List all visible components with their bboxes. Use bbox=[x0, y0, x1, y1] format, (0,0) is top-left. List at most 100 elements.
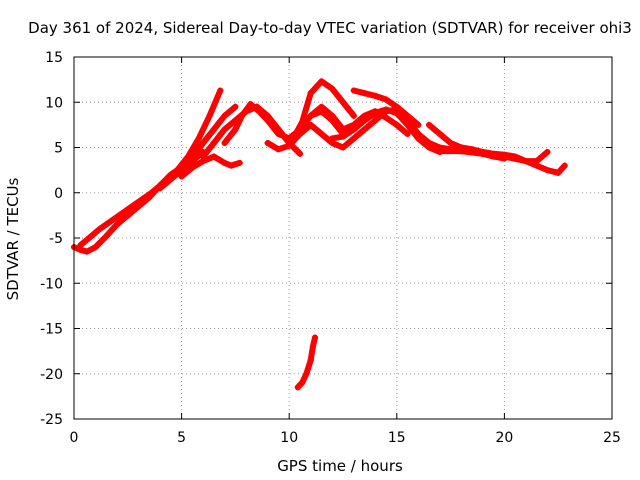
data-point bbox=[544, 167, 551, 174]
data-point bbox=[275, 146, 282, 153]
x-tick-label: 15 bbox=[388, 430, 406, 446]
data-point bbox=[200, 153, 207, 160]
data-point bbox=[340, 133, 346, 140]
data-point bbox=[232, 126, 239, 133]
data-point bbox=[86, 235, 93, 241]
data-point bbox=[561, 162, 568, 169]
data-point bbox=[77, 242, 84, 249]
data-point bbox=[426, 121, 433, 128]
data-series bbox=[71, 78, 568, 391]
data-point bbox=[275, 130, 282, 137]
data-point bbox=[307, 112, 314, 119]
y-tick-label: 0 bbox=[54, 186, 63, 202]
data-point bbox=[109, 216, 116, 223]
data-point bbox=[350, 135, 357, 142]
data-point bbox=[299, 379, 306, 386]
data-point bbox=[221, 139, 228, 146]
axis-ticks bbox=[73, 56, 613, 420]
data-point bbox=[236, 159, 243, 166]
data-point bbox=[458, 148, 465, 155]
data-point bbox=[372, 110, 379, 117]
data-point bbox=[312, 334, 319, 341]
data-point bbox=[415, 121, 422, 128]
data-point bbox=[309, 343, 316, 350]
y-axis-label: SDTVAR / TECUs bbox=[4, 177, 22, 300]
data-point bbox=[247, 101, 254, 108]
data-point bbox=[501, 153, 508, 160]
data-point bbox=[329, 85, 336, 92]
x-tick-label: 5 bbox=[177, 430, 186, 446]
data-point bbox=[479, 150, 486, 157]
data-point bbox=[340, 144, 346, 151]
data-point bbox=[92, 244, 99, 251]
data-point bbox=[83, 248, 90, 255]
data-point bbox=[544, 149, 551, 156]
data-point bbox=[393, 106, 400, 113]
data-point bbox=[238, 112, 245, 119]
y-tick-label: -5 bbox=[49, 231, 63, 247]
data-point bbox=[122, 207, 129, 214]
data-point bbox=[340, 99, 346, 106]
data-point bbox=[383, 96, 390, 103]
data-point bbox=[404, 130, 411, 137]
data-point bbox=[372, 92, 379, 99]
data-point bbox=[303, 370, 310, 377]
data-point bbox=[221, 112, 228, 119]
data-point bbox=[124, 212, 131, 219]
x-tick-label: 25 bbox=[603, 430, 621, 446]
data-point bbox=[393, 121, 400, 128]
data-point bbox=[210, 139, 217, 146]
data-point bbox=[296, 150, 303, 157]
data-point bbox=[318, 103, 325, 110]
data-point bbox=[436, 130, 443, 137]
x-axis-label: GPS time / hours bbox=[277, 457, 403, 475]
data-point bbox=[292, 130, 299, 137]
data-point bbox=[221, 126, 228, 133]
x-tick-label: 10 bbox=[280, 430, 298, 446]
y-tick-label: 10 bbox=[45, 95, 63, 111]
data-point bbox=[361, 126, 368, 133]
data-point bbox=[329, 135, 336, 142]
data-point bbox=[307, 121, 314, 128]
data-point bbox=[447, 139, 454, 146]
data-point bbox=[157, 185, 164, 192]
data-point bbox=[96, 225, 103, 232]
y-tick-label: 15 bbox=[45, 50, 63, 66]
chart-title: Day 361 of 2024, Sidereal Day-to-day VTE… bbox=[28, 19, 632, 37]
data-point bbox=[426, 139, 433, 146]
data-point bbox=[103, 233, 110, 240]
data-point bbox=[361, 117, 368, 124]
data-point bbox=[167, 176, 174, 183]
data-point bbox=[178, 173, 185, 180]
data-point bbox=[114, 221, 121, 228]
data-point bbox=[372, 117, 379, 124]
y-tick-label: 5 bbox=[54, 141, 63, 157]
data-point bbox=[217, 87, 224, 94]
data-point bbox=[318, 78, 325, 85]
data-point bbox=[210, 153, 217, 160]
grid bbox=[74, 57, 612, 419]
series-arc-10 bbox=[307, 103, 411, 137]
data-point bbox=[404, 117, 411, 124]
x-tick-label: 0 bbox=[70, 430, 79, 446]
data-point bbox=[178, 167, 185, 174]
y-tick-label: -25 bbox=[40, 412, 63, 428]
data-point bbox=[350, 87, 357, 94]
data-point bbox=[195, 135, 202, 142]
data-point bbox=[135, 198, 142, 205]
data-point bbox=[206, 112, 213, 119]
series-arc-2 bbox=[77, 87, 224, 249]
y-tick-label: -15 bbox=[40, 322, 63, 338]
data-point bbox=[350, 126, 357, 133]
x-tick-label: 20 bbox=[495, 430, 513, 446]
data-point bbox=[148, 189, 155, 196]
y-tick-label: -20 bbox=[40, 367, 63, 383]
data-point bbox=[221, 159, 228, 166]
series-arc-3 bbox=[157, 103, 239, 192]
data-point bbox=[264, 139, 271, 146]
data-point bbox=[329, 112, 336, 119]
data-point bbox=[318, 130, 325, 137]
data-point bbox=[253, 103, 260, 110]
data-point bbox=[307, 90, 314, 97]
data-point bbox=[299, 119, 306, 126]
